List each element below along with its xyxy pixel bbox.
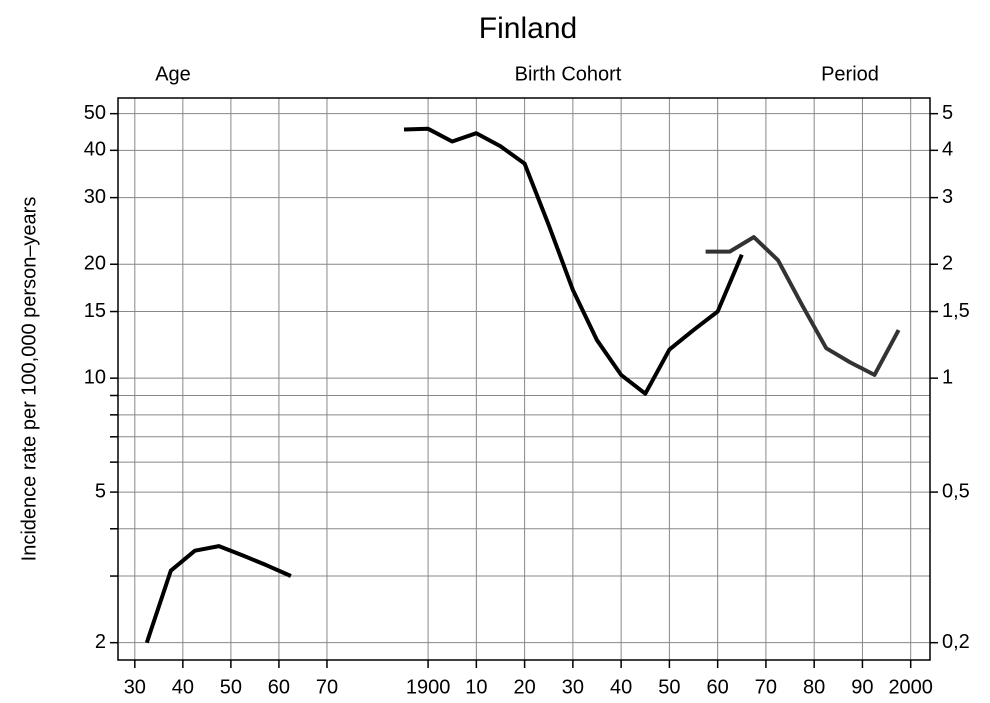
y-tick-label: 40 — [84, 139, 106, 161]
y2-tick-label: 1,5 — [942, 300, 970, 322]
y2-tick-label: 4 — [942, 139, 953, 161]
x-tick-label: 70 — [755, 676, 777, 698]
y-tick-label: 15 — [84, 300, 106, 322]
series-line — [705, 235, 901, 377]
x-tick-label: 80 — [803, 676, 825, 698]
y2-tick-label: 5 — [942, 102, 953, 124]
y2-tick-label: 0,2 — [942, 631, 970, 653]
x-tick-label: 20 — [513, 676, 535, 698]
x-tick-label: 90 — [851, 676, 873, 698]
x-tick-label: 30 — [562, 676, 584, 698]
series-label: Age — [155, 63, 191, 85]
y-tick-label: 50 — [84, 102, 106, 124]
x-tick-label: 60 — [268, 676, 290, 698]
series-label: Period — [821, 63, 879, 85]
x-tick-label: 40 — [172, 676, 194, 698]
x-tick-label: 1900 — [406, 676, 451, 698]
x-tick-label: 70 — [316, 676, 338, 698]
x-tick-label: 2000 — [888, 676, 933, 698]
y2-tick-label: 0,5 — [942, 480, 970, 502]
series-line — [403, 126, 744, 396]
y-axis-label: Incidence rate per 100,000 person–years — [18, 197, 40, 562]
y-tick-label: 30 — [84, 186, 106, 208]
plot-frame — [117, 97, 931, 661]
series-label: Birth Cohort — [515, 63, 622, 85]
y2-tick-label: 2 — [942, 253, 953, 275]
y-tick-label: 20 — [84, 253, 106, 275]
y2-tick-label: 1 — [942, 366, 953, 388]
x-tick-label: 60 — [707, 676, 729, 698]
x-tick-label: 10 — [465, 676, 487, 698]
y-tick-label: 5 — [95, 480, 106, 502]
y-tick-label: 10 — [84, 366, 106, 388]
chart-title: Finland — [479, 12, 577, 45]
x-tick-label: 30 — [124, 676, 146, 698]
x-tick-label: 50 — [658, 676, 680, 698]
series-line — [144, 544, 292, 644]
x-tick-label: 40 — [610, 676, 632, 698]
y-tick-label: 2 — [95, 631, 106, 653]
x-tick-label: 50 — [220, 676, 242, 698]
y2-tick-label: 3 — [942, 186, 953, 208]
